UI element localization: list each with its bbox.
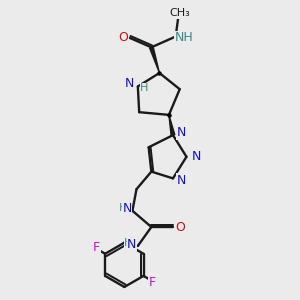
Text: H: H [119,202,127,213]
Text: N: N [177,127,186,140]
Text: F: F [93,241,100,254]
Text: N: N [176,174,186,187]
Text: N: N [122,202,132,215]
Text: CH₃: CH₃ [169,8,190,18]
Text: N: N [124,77,134,90]
Text: O: O [118,32,128,44]
Text: N: N [127,238,136,251]
Polygon shape [149,47,160,73]
Polygon shape [169,115,175,136]
Text: NH: NH [174,32,193,44]
Text: N: N [192,150,201,163]
Text: F: F [148,276,155,289]
Text: H: H [124,238,133,248]
Text: O: O [175,220,185,233]
Text: H: H [140,83,148,93]
